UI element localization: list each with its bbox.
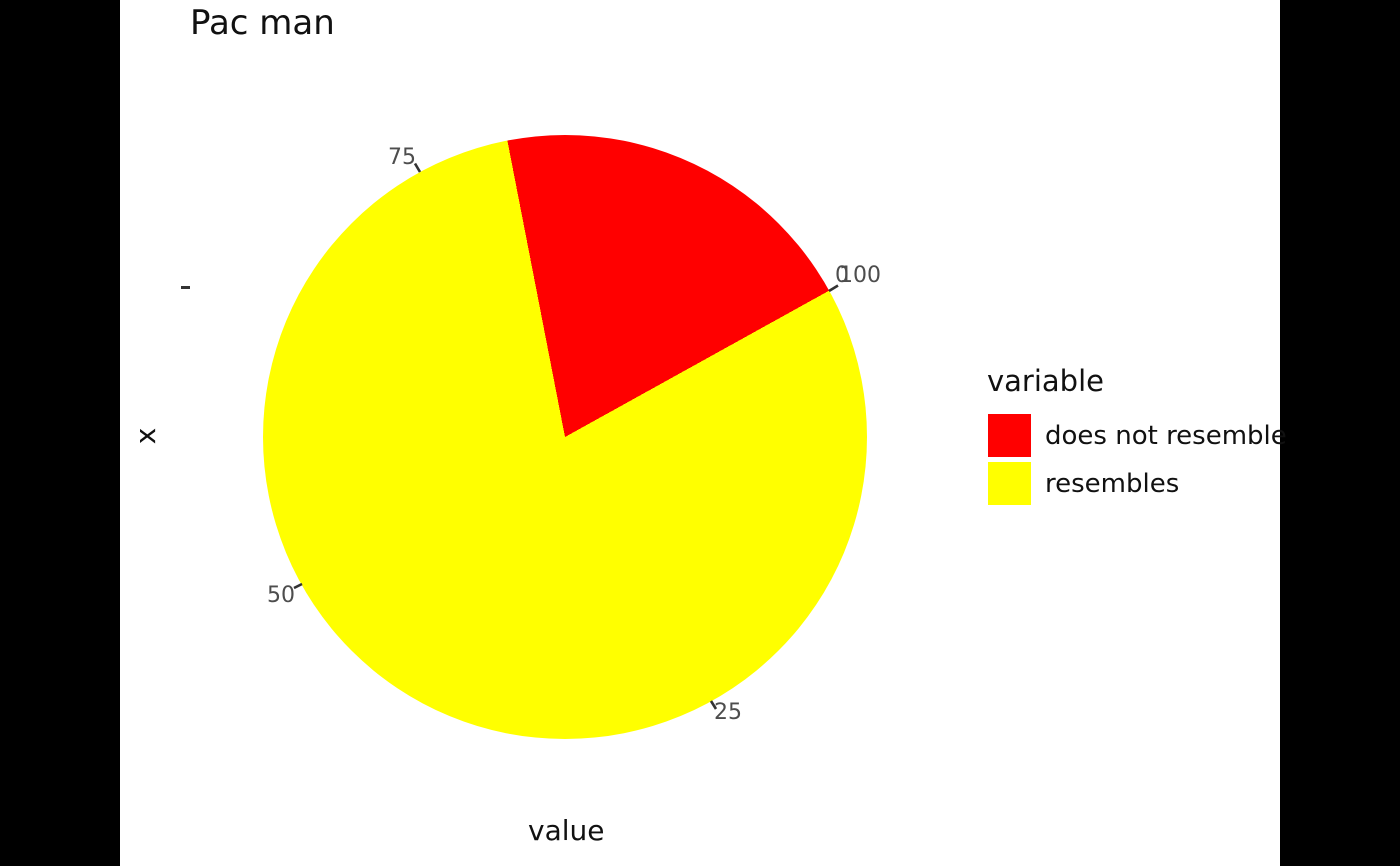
tick-label-100: 100 (839, 263, 881, 288)
tick-label-0: 0 (835, 263, 849, 288)
x-axis-title: value (528, 814, 605, 847)
legend-title: variable (987, 364, 1104, 398)
y-axis-title: x (129, 427, 162, 445)
pie-chart (263, 135, 867, 739)
legend-key-resembles (988, 462, 1031, 505)
legend-label-does-not-resemble: does not resemble (1045, 421, 1287, 451)
tick-label-25: 25 (714, 700, 742, 725)
tick-label-75: 75 (388, 145, 416, 170)
chart-title: Pac man (190, 3, 335, 43)
legend-key-does-not-resemble (988, 414, 1031, 457)
plot-area: Pac man 0 100 25 50 75 x value variable … (120, 0, 1287, 866)
tick-label-50: 50 (267, 583, 295, 608)
legend-label-resembles: resembles (1045, 469, 1180, 499)
